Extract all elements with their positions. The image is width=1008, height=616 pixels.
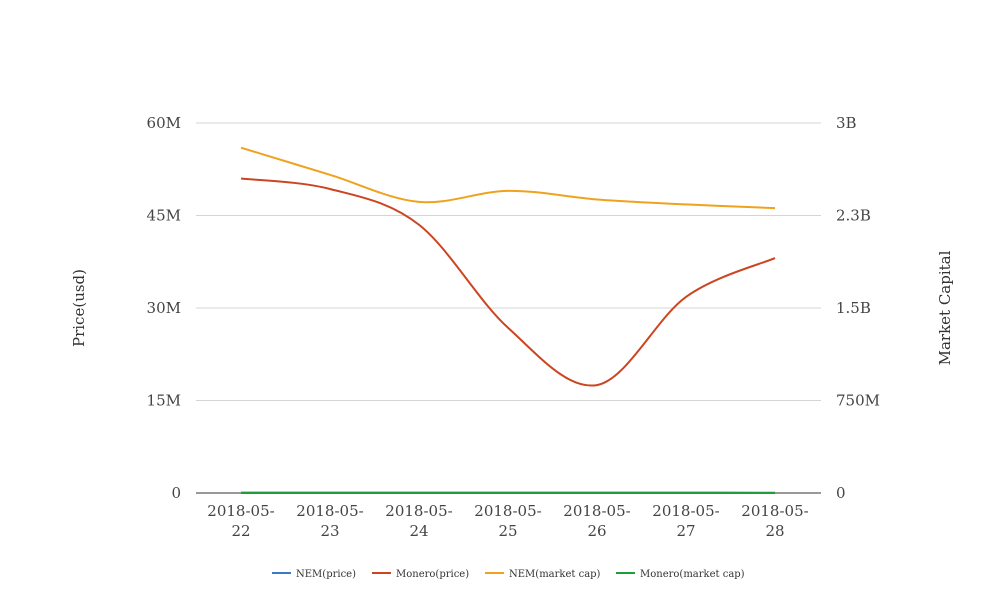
x-tick-label-line: 2018-05- [385, 502, 452, 520]
x-tick-label: 2018-05- 26 [563, 502, 630, 540]
legend-label-nem-price: NEM(price) [296, 569, 356, 580]
left-tick-label: 0 [171, 484, 181, 502]
right-axis-title: Market Capital [936, 250, 954, 365]
right-tick-label: 3B [836, 114, 857, 132]
x-tick-label-line: 25 [498, 522, 517, 540]
series-lines [240, 146, 776, 495]
right-axis: 0 750M 1.5B 2.3B 3B [836, 114, 880, 502]
left-tick-label: 30M [147, 299, 181, 317]
legend-label-monero-price: Monero(price) [396, 569, 469, 580]
series-line-monero-price [240, 177, 776, 387]
x-tick-label-line: 2018-05- [474, 502, 541, 520]
x-tick-label-line: 22 [231, 522, 250, 540]
x-tick-label-line: 2018-05- [741, 502, 808, 520]
legend-label-nem-market-cap: NEM(market cap) [509, 569, 601, 580]
series-line-nem-market-cap [240, 146, 776, 210]
x-tick-label: 2018-05- 24 [385, 502, 452, 540]
x-tick-label: 2018-05- 25 [474, 502, 541, 540]
x-tick-label-line: 27 [676, 522, 695, 540]
x-axis: 2018-05- 22 2018-05- 23 2018-05- 24 2018-05- 25… [207, 502, 808, 540]
left-tick-label: 45M [147, 207, 181, 225]
x-tick-label-line: 26 [587, 522, 606, 540]
right-tick-label: 0 [836, 484, 846, 502]
right-tick-label: 1.5B [836, 299, 871, 317]
x-tick-label-line: 24 [409, 522, 428, 540]
x-tick-label-line: 2018-05- [652, 502, 719, 520]
left-tick-label: 15M [147, 392, 181, 410]
right-tick-label: 2.3B [836, 207, 871, 225]
gridlines [196, 122, 821, 494]
x-tick-label-line: 2018-05- [296, 502, 363, 520]
right-tick-label: 750M [836, 392, 880, 410]
x-tick-label: 2018-05- 23 [296, 502, 363, 540]
x-tick-label-line: 2018-05- [207, 502, 274, 520]
left-axis-title: Price(usd) [70, 269, 88, 347]
legend: NEM(price) Monero(price) NEM(market cap) Mo… [272, 569, 745, 580]
left-axis: 0 15M 30M 45M 60M [147, 114, 181, 502]
x-tick-label-line: 2018-05- [563, 502, 630, 520]
legend-label-monero-market-cap: Monero(market cap) [640, 569, 745, 580]
x-tick-label-line: 28 [765, 522, 784, 540]
x-tick-label-line: 23 [320, 522, 339, 540]
x-tick-label: 2018-05- 22 [207, 502, 274, 540]
x-tick-label: 2018-05- 28 [741, 502, 808, 540]
left-tick-label: 60M [147, 114, 181, 132]
x-tick-label: 2018-05- 27 [652, 502, 719, 540]
